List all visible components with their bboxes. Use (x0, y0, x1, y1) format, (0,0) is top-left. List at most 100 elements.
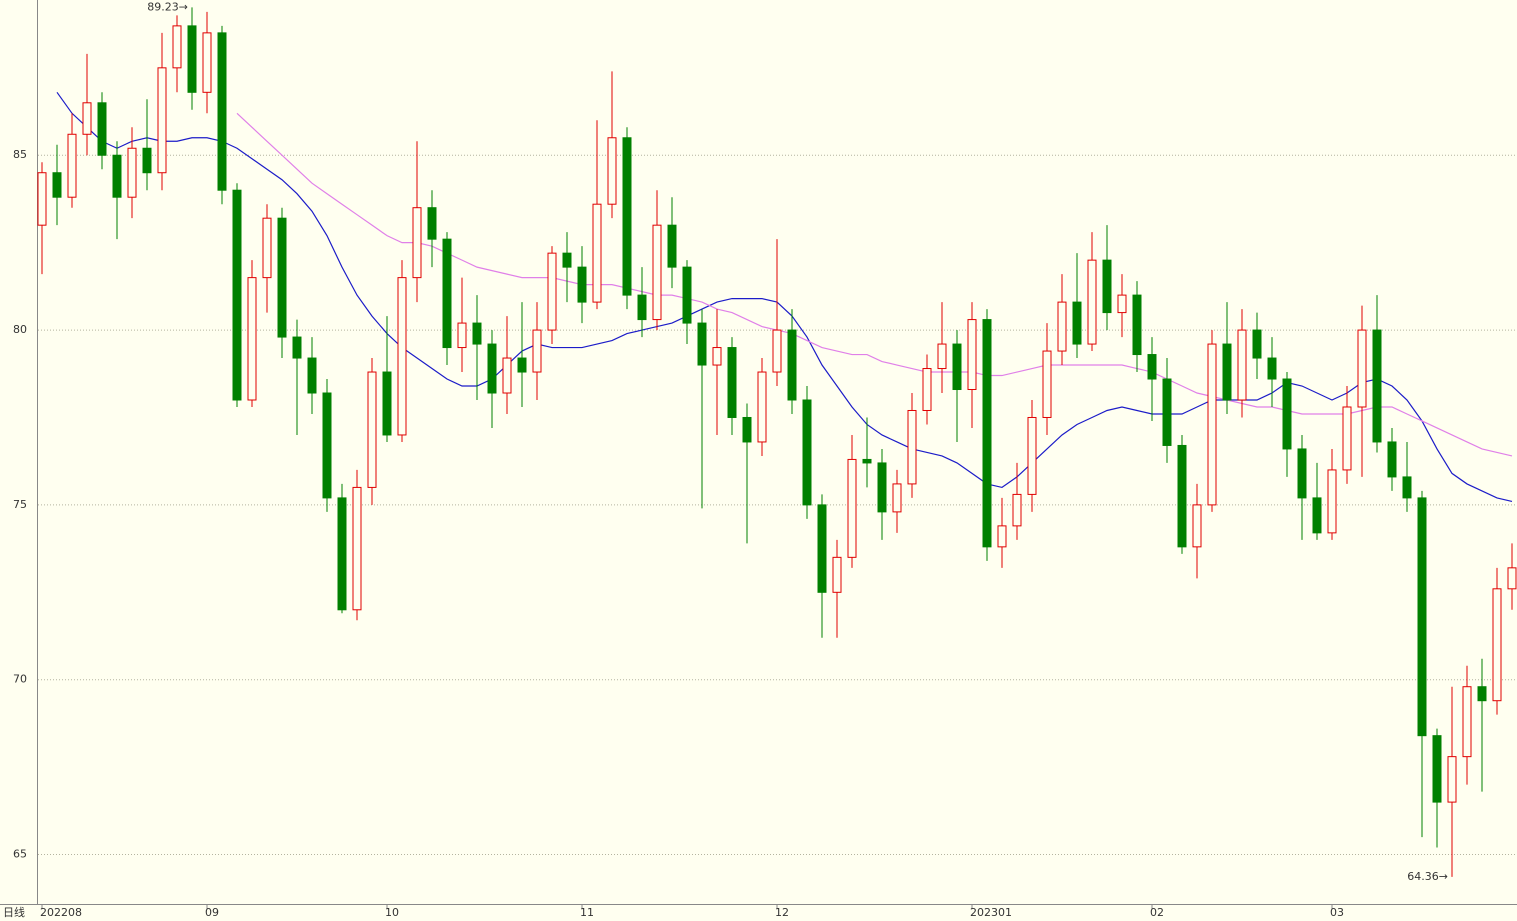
candle-body (487, 343, 497, 394)
candle-body (1087, 259, 1097, 345)
candle-body (547, 252, 557, 331)
candle-body (1387, 441, 1397, 478)
candle-body (967, 319, 977, 391)
candle-body (1447, 756, 1457, 803)
candle-body (427, 207, 437, 240)
candle-body (532, 329, 542, 373)
candle-body (787, 329, 797, 401)
candle-body (457, 322, 467, 349)
candle-body (1357, 329, 1367, 408)
candle-body (727, 347, 737, 418)
x-tick-label: 03 (1330, 906, 1344, 919)
candle-body (1147, 354, 1157, 380)
candle-body (1312, 497, 1322, 534)
candle-body (712, 347, 722, 366)
x-tick-label: 202301 (970, 906, 1012, 919)
candle-body (1477, 686, 1487, 702)
annotation: 89.23→ (147, 0, 188, 13)
y-tick-label: 85 (13, 148, 27, 161)
candle-body (442, 238, 452, 349)
candle-body (1282, 378, 1292, 450)
candle-body (382, 371, 392, 436)
x-tick-label: 202208 (40, 906, 82, 919)
candle-body (247, 277, 257, 401)
candle-body (1252, 329, 1262, 359)
candle-body (1117, 294, 1127, 314)
candle-body (502, 357, 512, 394)
candle-body (1192, 504, 1202, 548)
candle-body (697, 322, 707, 366)
candle-body (217, 32, 227, 191)
candle-body (1402, 476, 1412, 499)
x-tick-label: 11 (580, 906, 594, 919)
candle-body (1342, 406, 1352, 471)
candle-body (172, 25, 182, 69)
candle-body (667, 224, 677, 268)
period-label: 日线 (3, 905, 25, 919)
candle-body (187, 25, 197, 93)
candle-body (1372, 329, 1382, 443)
candle-body (307, 357, 317, 394)
candle-body (817, 504, 827, 593)
candle-body (157, 67, 167, 174)
candle-body (67, 133, 77, 198)
candle-body (1177, 444, 1187, 548)
candle-body (337, 497, 347, 611)
candle-body (562, 252, 572, 268)
candle-body (922, 368, 932, 411)
candle-body (652, 224, 662, 321)
candle-body (142, 147, 152, 174)
candle-body (862, 458, 872, 464)
candle-body (97, 102, 107, 156)
candle-body (1462, 686, 1472, 758)
candle-body (637, 294, 647, 321)
candle-body (262, 217, 272, 279)
candle-body (1207, 343, 1217, 506)
candle-body (877, 462, 887, 513)
candle-body (1027, 416, 1037, 495)
candle-body (832, 556, 842, 593)
candle-body (847, 458, 857, 558)
candle-body (277, 217, 287, 338)
candle-body (82, 102, 92, 135)
candle-body (1237, 329, 1247, 401)
candle-body (127, 147, 137, 198)
candle-body (472, 322, 482, 345)
candle-body (292, 336, 302, 359)
candle-body (622, 137, 632, 296)
candle-body (982, 319, 992, 548)
candle-body (322, 392, 332, 499)
candle-body (802, 399, 812, 506)
candle-body (937, 343, 947, 370)
candle-body (112, 154, 122, 198)
candle-body (592, 203, 602, 303)
candle-body (907, 409, 917, 485)
x-tick-label: 10 (385, 906, 399, 919)
candle-body (1267, 357, 1277, 380)
candle-body (397, 277, 407, 436)
x-tick-label: 02 (1150, 906, 1164, 919)
y-tick-label: 65 (13, 848, 27, 861)
candle-body (1132, 294, 1142, 356)
candle-body (1222, 343, 1232, 401)
candle-body (772, 329, 782, 373)
candle-body (1492, 588, 1502, 702)
candle-body (1417, 497, 1427, 737)
candle-body (52, 172, 62, 198)
candle-body (412, 207, 422, 279)
candle-body (1072, 301, 1082, 345)
y-tick-label: 75 (13, 498, 27, 511)
candle-body (1042, 350, 1052, 418)
annotation: 64.36→ (1407, 870, 1448, 883)
candle-body (757, 371, 767, 443)
candle-body (1327, 469, 1337, 534)
candle-body (1162, 378, 1172, 446)
moving-average (56, 91, 1513, 502)
candle-body (1102, 259, 1112, 314)
x-tick-label: 12 (775, 906, 789, 919)
candle-body (367, 371, 377, 488)
candle-body (1012, 493, 1022, 527)
candle-body (232, 189, 242, 401)
